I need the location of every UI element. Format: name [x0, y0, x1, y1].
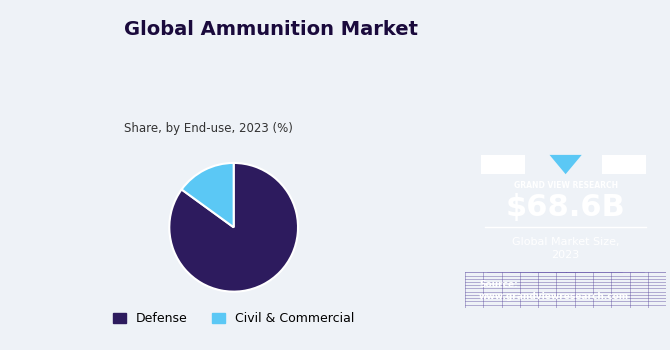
Text: $68.6B: $68.6B	[506, 194, 626, 223]
Text: Source:
www.grandviewresearch.com: Source: www.grandviewresearch.com	[479, 280, 629, 301]
Wedge shape	[182, 163, 234, 227]
Text: GRAND VIEW RESEARCH: GRAND VIEW RESEARCH	[514, 181, 618, 190]
FancyBboxPatch shape	[602, 155, 646, 174]
Polygon shape	[549, 155, 582, 174]
Text: Global Market Size,
2023: Global Market Size, 2023	[512, 237, 619, 260]
Text: Share, by End-use, 2023 (%): Share, by End-use, 2023 (%)	[124, 122, 293, 135]
FancyBboxPatch shape	[481, 155, 525, 174]
Wedge shape	[170, 163, 298, 292]
Text: Global Ammunition Market: Global Ammunition Market	[124, 20, 418, 38]
Legend: Defense, Civil & Commercial: Defense, Civil & Commercial	[108, 307, 359, 330]
